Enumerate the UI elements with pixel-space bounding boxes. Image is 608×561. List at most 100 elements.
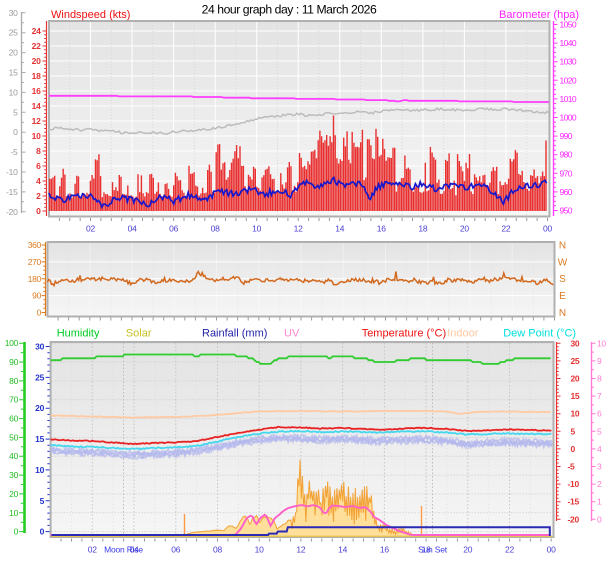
svg-text:Solar: Solar [126,328,152,340]
svg-text:0: 0 [14,527,19,537]
svg-text:360: 360 [28,240,42,250]
svg-text:24 hour graph day : 11 March 2: 24 hour graph day : 11 March 2026 [202,3,377,17]
svg-text:20: 20 [463,545,473,555]
svg-text:12: 12 [296,545,306,555]
svg-text:UV: UV [284,328,300,340]
svg-text:00: 00 [543,224,553,234]
svg-text:1040: 1040 [560,38,577,48]
svg-text:-20: -20 [568,514,580,524]
svg-text:20: 20 [9,489,18,499]
svg-text:N: N [559,308,566,319]
svg-text:Indoor: Indoor [447,328,479,340]
svg-text:02: 02 [88,545,98,555]
svg-text:15: 15 [9,68,18,78]
svg-text:4: 4 [36,176,41,186]
svg-text:-15: -15 [568,497,580,507]
svg-text:90: 90 [32,291,41,301]
svg-text:30: 30 [9,8,18,18]
svg-text:20: 20 [9,48,18,58]
svg-text:10: 10 [597,338,606,348]
svg-text:16: 16 [380,545,390,555]
svg-text:9: 9 [597,356,602,366]
svg-text:08: 08 [211,224,221,234]
svg-text:Dew Point (°C): Dew Point (°C) [503,328,576,340]
svg-text:5: 5 [40,496,45,506]
svg-text:14: 14 [338,545,348,555]
svg-text:22: 22 [505,545,515,555]
svg-text:10: 10 [9,87,18,97]
svg-text:70: 70 [9,395,18,405]
svg-text:18: 18 [422,545,432,555]
svg-text:1000: 1000 [560,113,577,123]
svg-text:N: N [559,241,566,252]
svg-text:22: 22 [501,224,511,234]
svg-text:950: 950 [560,206,573,216]
svg-text:25: 25 [9,28,18,38]
svg-text:80: 80 [9,376,18,386]
svg-text:18: 18 [418,224,428,234]
svg-text:E: E [559,291,566,302]
svg-text:50: 50 [9,432,18,442]
svg-text:7: 7 [597,391,602,401]
svg-text:20: 20 [460,224,470,234]
svg-text:4: 4 [597,444,602,454]
svg-text:12: 12 [32,116,41,126]
svg-text:30: 30 [35,342,44,352]
svg-text:8: 8 [597,374,602,384]
svg-text:24: 24 [32,26,41,36]
svg-text:-10: -10 [568,479,580,489]
svg-text:40: 40 [9,451,18,461]
svg-text:06: 06 [169,224,179,234]
svg-text:06: 06 [171,545,181,555]
svg-text:0: 0 [13,127,18,137]
svg-text:270: 270 [28,257,42,267]
svg-text:08: 08 [213,545,223,555]
svg-text:Temperature (°C): Temperature (°C) [362,328,446,340]
svg-text:1050: 1050 [560,20,577,30]
svg-text:10: 10 [32,131,41,141]
svg-text:20: 20 [32,56,41,66]
svg-text:15: 15 [35,434,44,444]
svg-text:25: 25 [35,372,44,382]
svg-text:-15: -15 [6,187,18,197]
svg-text:10: 10 [35,465,44,475]
svg-text:-5: -5 [568,462,576,472]
svg-text:1020: 1020 [560,75,577,85]
svg-text:0: 0 [37,308,42,318]
svg-text:0: 0 [571,444,576,454]
svg-text:5: 5 [571,426,576,436]
svg-text:60: 60 [9,414,18,424]
svg-text:30: 30 [571,338,580,348]
svg-text:W: W [558,257,568,268]
svg-text:10: 10 [255,545,265,555]
svg-text:04: 04 [128,224,138,234]
svg-text:00: 00 [547,545,557,555]
svg-text:20: 20 [571,374,580,384]
svg-text:0: 0 [597,514,602,524]
svg-text:-5: -5 [11,147,19,157]
svg-text:90: 90 [9,357,18,367]
svg-text:14: 14 [335,224,345,234]
svg-text:1030: 1030 [560,57,577,67]
svg-text:8: 8 [36,146,41,156]
svg-text:02: 02 [86,224,96,234]
svg-text:22: 22 [32,41,41,51]
svg-text:180: 180 [28,274,42,284]
svg-text:-20: -20 [6,207,18,217]
svg-text:2: 2 [36,191,41,201]
svg-text:Windspeed (kts): Windspeed (kts) [51,9,130,21]
svg-text:Moon Rise: Moon Rise [104,545,143,555]
svg-text:30: 30 [9,470,18,480]
svg-text:10: 10 [9,508,18,518]
svg-text:6: 6 [36,161,41,171]
svg-text:20: 20 [35,403,44,413]
svg-text:980: 980 [560,150,573,160]
svg-text:1010: 1010 [560,94,577,104]
svg-text:12: 12 [294,224,304,234]
svg-text:10: 10 [252,224,262,234]
svg-text:18: 18 [32,71,41,81]
svg-text:960: 960 [560,187,573,197]
svg-text:990: 990 [560,131,573,141]
svg-text:10: 10 [571,409,580,419]
svg-text:16: 16 [32,86,41,96]
